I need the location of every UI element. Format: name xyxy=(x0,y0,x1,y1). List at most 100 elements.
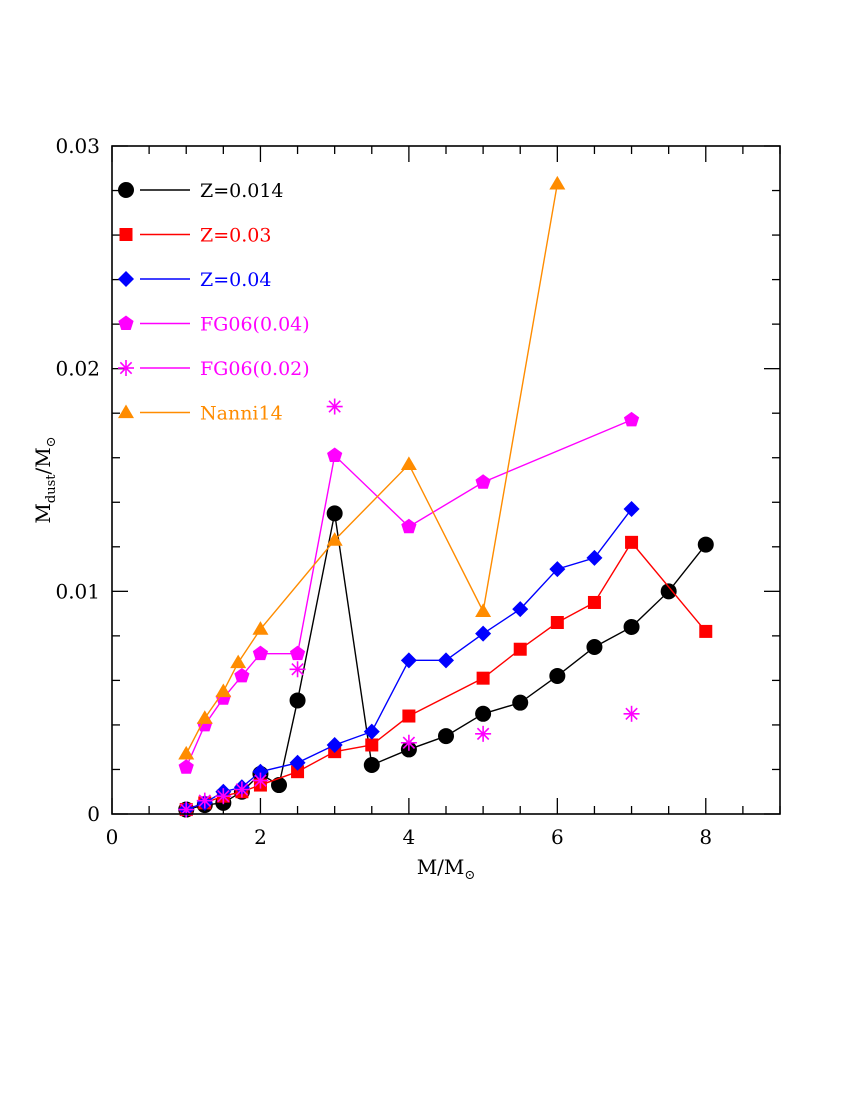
data-point xyxy=(363,723,380,740)
data-point xyxy=(252,772,269,789)
y-axis-label-rest: /M xyxy=(31,447,55,474)
data-point xyxy=(215,683,232,698)
x-axis-label-sub: ⊙ xyxy=(464,868,475,883)
x-tick-label: 8 xyxy=(699,825,712,849)
legend-item: Z=0.03 xyxy=(119,225,271,247)
data-point xyxy=(326,736,343,753)
data-point xyxy=(196,710,213,724)
series-3 xyxy=(178,411,640,774)
data-point xyxy=(327,447,343,462)
data-point xyxy=(587,595,601,609)
data-point xyxy=(438,728,454,745)
data-point xyxy=(550,616,564,630)
data-point xyxy=(438,652,454,669)
x-tick-label: 2 xyxy=(254,825,267,849)
series-line xyxy=(185,419,632,768)
data-point xyxy=(697,536,714,553)
data-point xyxy=(402,709,416,723)
legend-item: Z=0.04 xyxy=(118,269,271,291)
data-point xyxy=(252,621,269,635)
series-2 xyxy=(178,500,640,818)
legend-label: Nanni14 xyxy=(200,403,283,425)
data-point xyxy=(400,652,417,669)
data-point xyxy=(326,505,343,522)
y-tick-label: 0.01 xyxy=(55,579,100,603)
data-point xyxy=(549,175,566,190)
legend: Z=0.014 Z=0.03 Z=0.04 FG06(0.04) FG06(0.02) N… xyxy=(118,180,310,425)
data-point xyxy=(252,645,269,661)
data-point xyxy=(234,667,250,683)
x-tick-label: 4 xyxy=(403,825,416,849)
data-point xyxy=(289,645,306,661)
y-axis-label-main: M xyxy=(31,503,55,523)
legend-label: Z=0.03 xyxy=(200,225,271,247)
x-tick-label: 0 xyxy=(106,825,119,849)
tick-labels: 0 2 4 6 8 0 0.01 0.02 0.03 xyxy=(55,134,712,849)
data-point xyxy=(271,777,287,794)
x-axis-label: M/M⊙ xyxy=(417,855,476,883)
data-point xyxy=(623,618,640,635)
data-point xyxy=(178,745,195,760)
data-point xyxy=(289,692,306,709)
x-tick-label: 6 xyxy=(551,825,564,849)
series-4 xyxy=(178,398,640,818)
data-point xyxy=(178,801,195,818)
data-point xyxy=(475,474,491,489)
data-point xyxy=(475,625,492,642)
data-point xyxy=(475,705,492,722)
data-point xyxy=(475,603,492,617)
data-point xyxy=(196,792,213,809)
data-point xyxy=(549,667,566,684)
data-point xyxy=(699,624,713,638)
data-point xyxy=(512,694,529,711)
y-axis-label-sub2: ⊙ xyxy=(44,436,59,447)
y-tick-label: 0.03 xyxy=(55,134,100,158)
series-layer xyxy=(178,175,714,818)
data-point xyxy=(365,738,379,752)
data-point xyxy=(289,661,306,678)
legend-item: FG06(0.04) xyxy=(118,314,310,336)
data-point xyxy=(513,642,527,656)
legend-marker xyxy=(118,404,134,419)
data-point xyxy=(660,583,677,600)
legend-label: FG06(0.02) xyxy=(200,358,310,380)
legend-marker xyxy=(118,315,134,330)
y-axis-label-sub: dust xyxy=(44,474,59,503)
legend-marker xyxy=(118,271,134,287)
legend-label: Z=0.04 xyxy=(200,269,271,291)
data-point xyxy=(400,456,417,471)
legend-marker xyxy=(119,228,133,241)
data-point xyxy=(178,759,194,774)
legend-item: FG06(0.02) xyxy=(118,358,310,380)
data-point xyxy=(586,549,603,566)
legend-label: Z=0.014 xyxy=(200,180,284,202)
y-axis-label: Mdust/M⊙ xyxy=(31,436,59,523)
data-point xyxy=(326,532,343,546)
x-axis-label-main: M/M xyxy=(417,855,465,879)
data-point xyxy=(289,754,306,771)
data-point xyxy=(401,518,417,534)
y-tick-label: 0.02 xyxy=(55,357,100,381)
data-point xyxy=(215,788,232,805)
data-point xyxy=(233,781,250,798)
legend-marker xyxy=(118,360,134,376)
plot-frame xyxy=(111,145,781,815)
y-tick-label: 0 xyxy=(87,802,100,826)
data-point xyxy=(475,725,492,742)
data-point xyxy=(230,654,247,669)
data-point xyxy=(326,398,343,415)
legend-item: Nanni14 xyxy=(118,403,283,425)
series-5 xyxy=(178,175,566,760)
legend-item: Z=0.014 xyxy=(118,180,284,202)
data-point xyxy=(400,734,417,751)
data-point xyxy=(625,535,639,549)
legend-label: FG06(0.04) xyxy=(200,314,310,336)
data-point xyxy=(586,639,603,655)
data-point xyxy=(476,671,490,685)
legend-marker xyxy=(118,182,134,198)
data-point xyxy=(291,765,305,779)
data-point xyxy=(623,705,640,722)
data-point xyxy=(512,601,529,618)
data-point xyxy=(363,757,380,774)
